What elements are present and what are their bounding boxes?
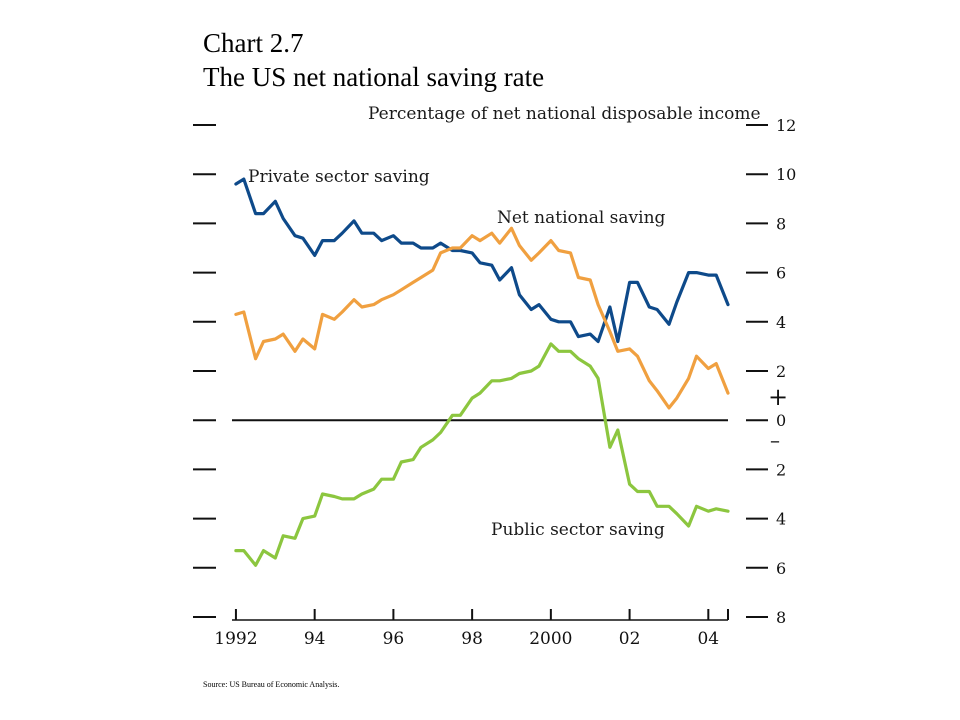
x-tick-label-04: 04 (697, 629, 719, 649)
x-tick-label-96: 96 (383, 629, 405, 649)
plus-sign: + (768, 383, 788, 411)
y-tick-label-2: 8 (776, 214, 786, 233)
y-tick-label-9: 6 (776, 559, 786, 578)
y-tick-label-8: 4 (776, 510, 786, 529)
x-tick-label-98: 98 (461, 629, 483, 649)
annotation-net-national-saving: Net national saving (497, 208, 666, 228)
y-tick-label-10: 8 (776, 608, 786, 627)
series-group (234, 177, 730, 567)
source-note: Source: US Bureau of Economic Analysis. (203, 680, 340, 689)
y-tick-label-4: 4 (776, 313, 786, 332)
x-tick-label-1992: 1992 (214, 629, 257, 649)
x-tick-label-2000: 2000 (529, 629, 572, 649)
x-axis: 1992 94 96 98 2000 02 04 (214, 609, 729, 649)
y-tick-label-6: 0 (776, 411, 786, 430)
series-line-public-sector-saving (234, 342, 730, 567)
y-tick-label-3: 6 (776, 264, 786, 283)
y-tick-label-7: 2 (776, 460, 786, 479)
x-tick-label-02: 02 (619, 629, 641, 649)
series-line-private-sector-saving (234, 177, 730, 344)
right-y-axis: 12 10 8 6 4 2 0 2 4 6 8 (746, 116, 796, 627)
annotation-public-sector-saving: Public sector saving (491, 520, 665, 540)
x-tick-label-94: 94 (304, 629, 326, 649)
y-tick-label-1: 10 (776, 165, 796, 184)
annotation-group: Private sector saving Net national savin… (248, 167, 666, 540)
series-line-net-national-saving (234, 226, 730, 410)
y-tick-label-5: 2 (776, 362, 786, 381)
chart-subtitle: The US net national saving rate (203, 62, 545, 92)
left-tick-marks (193, 124, 216, 618)
minus-sign: – (770, 428, 780, 452)
annotation-private-sector-saving: Private sector saving (248, 167, 430, 187)
chart-title: Chart 2.7 (203, 28, 304, 58)
y-tick-label-0: 12 (776, 116, 796, 135)
unit-label: Percentage of net national disposable in… (368, 104, 761, 124)
